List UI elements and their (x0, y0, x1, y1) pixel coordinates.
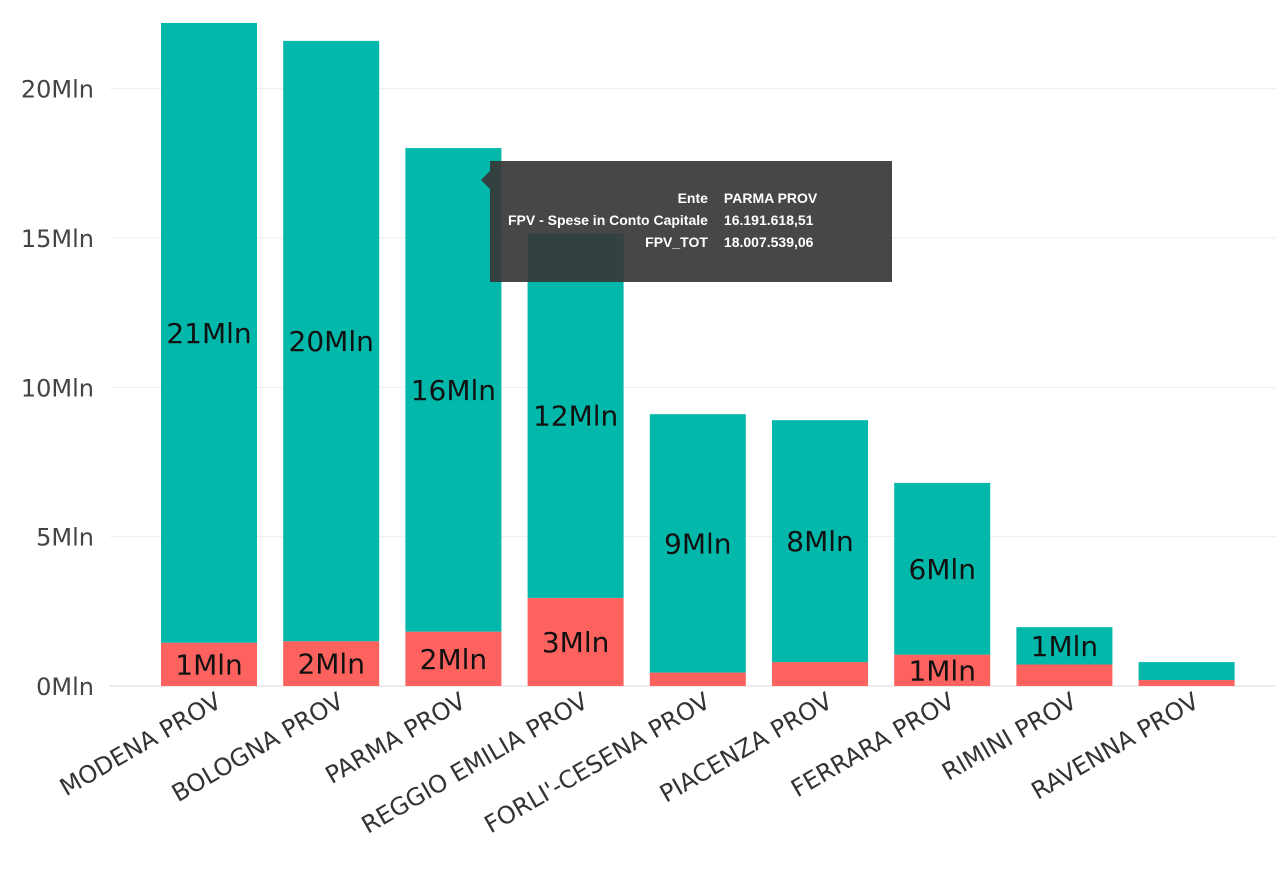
tooltip-table: Ente PARMA PROV FPV - Spese in Conto Cap… (508, 187, 817, 253)
data-label: 9Mln (664, 527, 732, 560)
bar-segment-upper[interactable] (1016, 627, 1113, 665)
bar-segment-upper[interactable] (894, 482, 991, 655)
x-category-label: REGGIO EMILIA PROV (357, 687, 593, 840)
bar-segment-lower[interactable] (649, 672, 746, 686)
y-axis-ticks: 0Mln 5Mln 10Mln 15Mln 20Mln (21, 76, 94, 701)
data-label: 2Mln (420, 643, 488, 676)
y-tick-label: 15Mln (21, 225, 94, 253)
tooltip-row-fpv-tot: FPV_TOT 18.007.539,06 (508, 231, 817, 253)
bar-segment-upper[interactable] (161, 22, 257, 643)
data-label: 20Mln (289, 325, 374, 358)
bars (161, 22, 1235, 686)
bar-segment-lower[interactable] (1138, 680, 1235, 686)
bar-segment-upper[interactable] (1138, 662, 1235, 681)
data-label: 1Mln (175, 648, 243, 681)
bar-segment-lower[interactable] (283, 641, 380, 686)
bar-segment-lower[interactable] (772, 662, 868, 686)
data-label: 1Mln (1031, 630, 1099, 663)
data-labels: 1Mln 21Mln 2Mln 20Mln 2Mln 16Mln 3Mln 12Mln 9Mln… (166, 317, 1098, 687)
bar-segment-upper[interactable] (772, 420, 868, 663)
data-label: 2Mln (297, 648, 365, 681)
tooltip-value: 16.191.618,51 (723, 212, 814, 228)
x-category-label: FORLI'-CESENA PROV (480, 687, 716, 839)
data-label: 6Mln (908, 553, 976, 586)
data-label: 21Mln (166, 317, 251, 350)
bar-segment-lower[interactable] (405, 631, 502, 686)
data-label: 3Mln (542, 626, 610, 659)
bar-segment-lower[interactable] (527, 597, 624, 686)
data-label: 12Mln (533, 400, 618, 433)
tooltip-key: FPV - Spese in Conto Capitale (508, 212, 708, 228)
bar-segment-upper[interactable] (405, 148, 502, 632)
data-label: 16Mln (411, 374, 496, 407)
bar-segment-lower[interactable] (1016, 664, 1113, 686)
bar-segment-upper[interactable] (649, 414, 746, 673)
tooltip-row-ente: Ente PARMA PROV (508, 187, 818, 209)
y-tick-label: 0Mln (36, 673, 94, 701)
tooltip-value: 18.007.539,06 (723, 234, 814, 250)
data-label: 8Mln (786, 525, 854, 558)
tooltip-key: Ente (677, 190, 708, 206)
bar-segment-lower[interactable] (894, 654, 991, 686)
bar-segment-lower[interactable] (161, 642, 257, 686)
tooltip-pointer (481, 171, 490, 189)
tooltip-value: PARMA PROV (723, 190, 818, 206)
tooltip: Ente PARMA PROV FPV - Spese in Conto Cap… (481, 161, 892, 282)
tooltip-key: FPV_TOT (645, 234, 708, 250)
data-label: 1Mln (908, 654, 976, 687)
bar-segment-upper[interactable] (283, 40, 380, 642)
bar-segment-upper[interactable] (527, 233, 624, 598)
y-tick-label: 20Mln (21, 76, 94, 104)
tooltip-row-fpv-capitale: FPV - Spese in Conto Capitale 16.191.618… (508, 209, 817, 231)
y-tick-label: 5Mln (36, 524, 94, 552)
y-tick-label: 10Mln (21, 374, 94, 402)
